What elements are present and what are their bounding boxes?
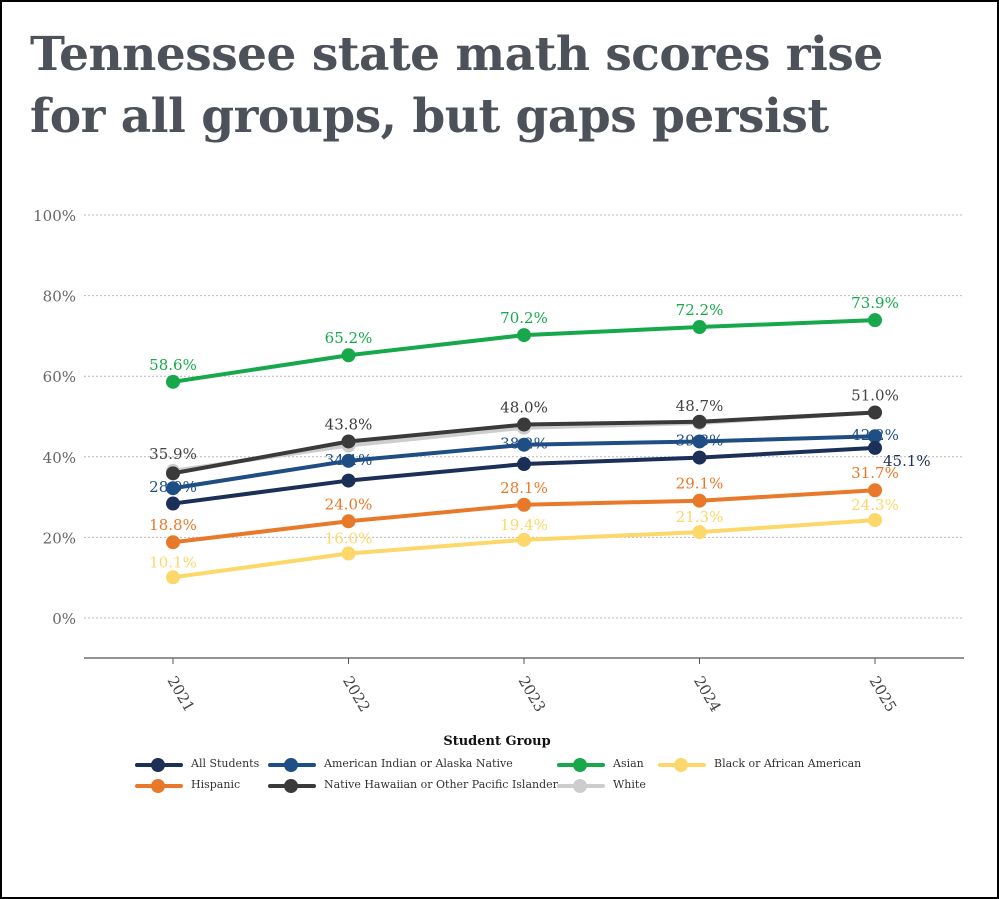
legend-marker bbox=[151, 779, 165, 793]
data-point bbox=[166, 535, 180, 550]
data-point bbox=[166, 481, 180, 496]
data-point bbox=[692, 450, 707, 465]
legend-marker bbox=[151, 758, 165, 772]
data-label: 45.1% bbox=[883, 452, 931, 470]
data-label: 70.2% bbox=[500, 309, 548, 327]
data-label: 28.1% bbox=[500, 479, 548, 497]
data-label: 43.8% bbox=[325, 415, 373, 433]
data-label: 38.2% bbox=[500, 435, 548, 453]
data-point bbox=[341, 514, 356, 529]
data-point bbox=[692, 525, 707, 540]
data-label: 28.0% bbox=[149, 478, 197, 496]
data-point bbox=[517, 497, 531, 512]
data-point bbox=[166, 374, 180, 389]
data-point bbox=[166, 496, 180, 511]
data-point bbox=[341, 434, 356, 449]
legend-marker bbox=[674, 758, 688, 772]
legend-label: American Indian or Alaska Native bbox=[324, 757, 513, 770]
data-label: 31.7% bbox=[851, 464, 899, 482]
data-label: 34.1% bbox=[325, 451, 373, 469]
legend-label: All Students bbox=[191, 757, 260, 770]
y-tick-label: 0% bbox=[52, 610, 76, 628]
data-point bbox=[341, 453, 356, 468]
legend-marker bbox=[573, 758, 587, 772]
y-tick-label: 20% bbox=[43, 529, 76, 547]
legend-label: Hispanic bbox=[191, 778, 241, 791]
data-point bbox=[868, 429, 882, 444]
data-label: 21.3% bbox=[676, 508, 724, 526]
data-point bbox=[517, 437, 531, 452]
data-point bbox=[692, 414, 707, 429]
legend-label: White bbox=[613, 778, 646, 791]
legend-marker bbox=[284, 779, 298, 793]
legend-marker bbox=[573, 779, 587, 793]
legend-label: Native Hawaiian or Other Pacific Islande… bbox=[324, 778, 558, 791]
y-tick-label: 40% bbox=[43, 449, 76, 467]
data-label: 42.2% bbox=[851, 426, 899, 444]
chart-title: Tennessee state math scores rise for all… bbox=[30, 27, 883, 144]
data-label: 18.8% bbox=[149, 516, 197, 534]
data-label: 48.0% bbox=[500, 399, 548, 417]
data-label: 35.9% bbox=[149, 445, 197, 463]
data-label: 19.4% bbox=[500, 516, 548, 534]
y-tick-label: 60% bbox=[43, 368, 76, 386]
y-tick-label: 100% bbox=[33, 207, 76, 225]
data-point bbox=[692, 320, 707, 335]
legend-label: Black or African American bbox=[714, 757, 862, 770]
y-tick-label: 80% bbox=[43, 288, 76, 306]
data-label: 51.0% bbox=[851, 386, 899, 404]
data-label: 73.9% bbox=[851, 294, 899, 312]
data-point bbox=[692, 493, 707, 508]
data-point bbox=[166, 466, 180, 481]
data-label: 72.2% bbox=[676, 301, 724, 319]
x-tick-label: 2023 bbox=[515, 673, 550, 715]
data-label: 39.8% bbox=[676, 431, 724, 449]
data-label: 48.7% bbox=[676, 397, 724, 415]
x-tick-label: 2022 bbox=[339, 673, 374, 715]
legend-title: Student Group bbox=[443, 734, 551, 749]
data-point bbox=[517, 328, 531, 343]
legend-label: Asian bbox=[613, 757, 644, 770]
data-point bbox=[868, 483, 882, 498]
data-point bbox=[868, 513, 882, 528]
data-label: 29.1% bbox=[676, 475, 724, 493]
x-tick-label: 2025 bbox=[866, 673, 901, 715]
x-tick-label: 2021 bbox=[164, 673, 199, 715]
data-label: 65.2% bbox=[325, 329, 373, 347]
data-point bbox=[517, 417, 531, 432]
data-point bbox=[341, 348, 356, 363]
legend-marker bbox=[284, 758, 298, 772]
data-point bbox=[341, 546, 356, 561]
data-point bbox=[868, 405, 882, 420]
data-point bbox=[517, 532, 531, 547]
data-label: 16.0% bbox=[325, 530, 373, 548]
data-point bbox=[692, 434, 707, 449]
data-point bbox=[517, 457, 531, 472]
x-tick-label: 2024 bbox=[690, 673, 725, 715]
data-point bbox=[868, 440, 882, 455]
data-point bbox=[166, 570, 180, 585]
data-label: 58.6% bbox=[149, 356, 197, 374]
data-label: 24.3% bbox=[851, 496, 899, 514]
data-point bbox=[868, 313, 882, 328]
data-point bbox=[341, 473, 356, 488]
data-label: 10.1% bbox=[149, 553, 197, 571]
data-label: 24.0% bbox=[325, 495, 373, 513]
